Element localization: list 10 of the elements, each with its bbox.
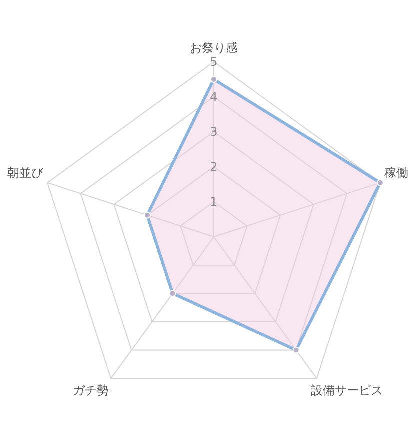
y-tick-label: 5 — [210, 55, 218, 70]
spoke-label: お祭り感 — [190, 41, 238, 55]
spoke-label: ガチ勢 — [73, 384, 110, 398]
y-tick-label: 2 — [210, 160, 218, 174]
y-tick-label: 3 — [210, 125, 218, 140]
spoke-label: 朝並び — [8, 166, 45, 180]
y-tick-label: 4 — [210, 90, 218, 104]
spoke-label: 設備サービス — [310, 384, 383, 398]
y-tick-label: 1 — [210, 195, 218, 210]
spoke-label: 稼働 — [384, 166, 408, 180]
